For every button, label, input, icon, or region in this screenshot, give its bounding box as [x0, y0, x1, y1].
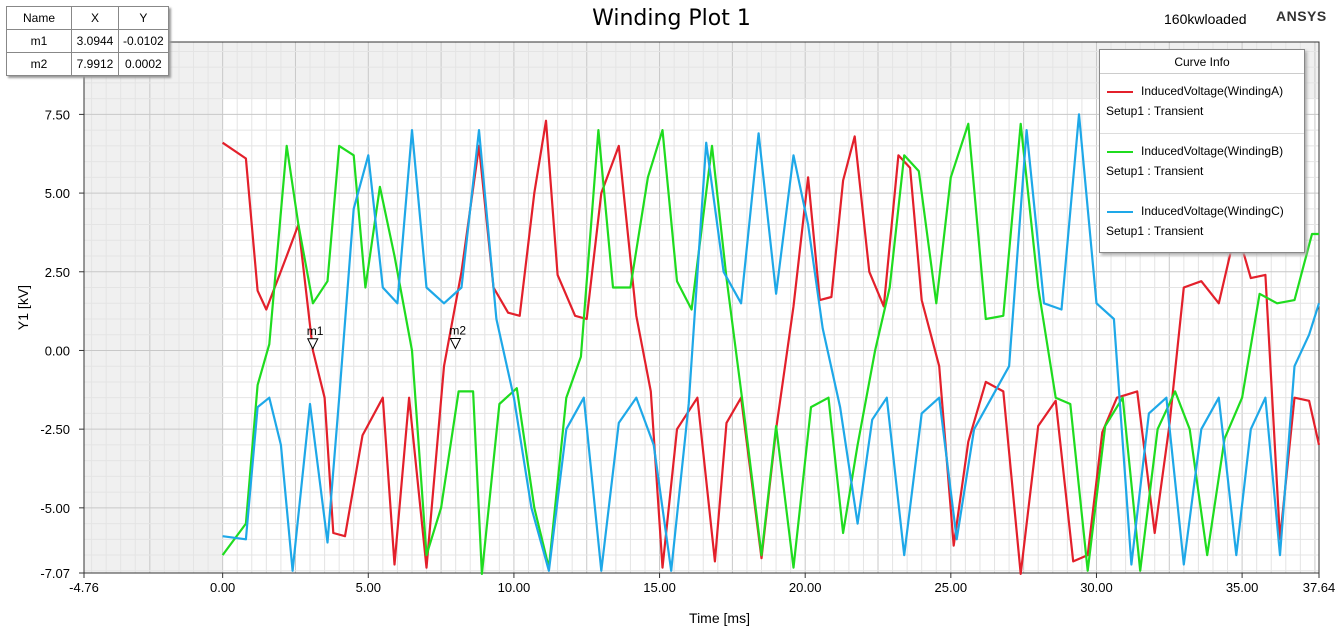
marker-table[interactable]: Name X Y m1 3.0944 -0.0102 m2 7.9912 0.0…: [6, 6, 169, 76]
x-tick-label: 15.00: [643, 580, 676, 595]
marker-m1-label: m1: [307, 324, 324, 338]
marker-m2-triangle[interactable]: [449, 337, 462, 350]
table-row[interactable]: m2 7.9912 0.0002: [6, 52, 169, 76]
marker-x-cell: 3.0944: [71, 29, 119, 53]
brand-logo: ANSYS: [1276, 8, 1327, 24]
legend-entry-winding-b[interactable]: InducedVoltage(WindingB) Setup1 : Transi…: [1100, 134, 1304, 194]
chart-title: Winding Plot 1: [592, 6, 751, 31]
x-tick-label: -4.76: [69, 580, 99, 595]
legend-swatch: [1107, 151, 1133, 153]
legend[interactable]: Curve Info InducedVoltage(WindingA) Setu…: [1099, 49, 1305, 253]
legend-setup-label: Setup1 : Transient: [1106, 164, 1204, 178]
legend-entry-winding-a[interactable]: InducedVoltage(WindingA) Setup1 : Transi…: [1100, 74, 1304, 134]
series-line-winding-b[interactable]: [221, 122, 1319, 576]
y-tick-label: -5.00: [40, 501, 70, 516]
series-line-winding-c[interactable]: [222, 113, 1321, 572]
marker-name-cell: m2: [6, 52, 72, 76]
y-tick-label: 0.00: [45, 343, 70, 358]
column-header-x: X: [71, 6, 119, 30]
legend-setup-label: Setup1 : Transient: [1106, 104, 1204, 118]
marker-x-cell: 7.9912: [71, 52, 119, 76]
legend-series-name: InducedVoltage(WindingA): [1141, 84, 1284, 98]
legend-series-name: InducedVoltage(WindingB): [1141, 144, 1284, 158]
x-tick-label: 35.00: [1226, 580, 1259, 595]
column-header-name: Name: [6, 6, 72, 30]
y-tick-label: -2.50: [40, 422, 70, 437]
x-tick-label: 20.00: [789, 580, 822, 595]
column-header-y: Y: [118, 6, 169, 30]
legend-series-name: InducedVoltage(WindingC): [1141, 204, 1284, 218]
x-tick-label: 0.00: [210, 580, 235, 595]
marker-y-cell: -0.0102: [118, 29, 169, 53]
plot-frame: [83, 41, 1320, 574]
markers-group: m1 m2: [306, 323, 466, 350]
y-axis-ticks: -7.07 -5.00 -2.50 0.00 2.50 5.00 7.50: [40, 107, 84, 581]
x-tick-label: 10.00: [498, 580, 531, 595]
legend-title: Curve Info: [1100, 50, 1304, 74]
x-tick-label: 5.00: [356, 580, 381, 595]
x-axis-label: Time [ms]: [689, 610, 750, 626]
y-tick-label: 2.50: [45, 265, 70, 280]
marker-m2-label: m2: [449, 323, 466, 337]
legend-swatch: [1107, 211, 1133, 213]
table-row[interactable]: m1 3.0944 -0.0102: [6, 29, 169, 53]
y-tick-label: 5.00: [45, 186, 70, 201]
y-tick-label: -7.07: [40, 566, 70, 581]
marker-y-cell: 0.0002: [118, 52, 169, 76]
marker-m1-triangle[interactable]: [306, 338, 319, 350]
legend-setup-label: Setup1 : Transient: [1106, 224, 1204, 238]
marker-table-header: Name X Y: [6, 6, 169, 30]
series-group: [221, 113, 1321, 576]
x-tick-label: 37.64: [1303, 580, 1336, 595]
x-axis-ticks: -4.76 0.00 5.00 10.00 15.00 20.00 25.00 30.00 35…: [69, 573, 1335, 595]
y-tick-label: 7.50: [45, 107, 70, 122]
x-tick-label: 25.00: [935, 580, 968, 595]
legend-swatch: [1107, 91, 1133, 93]
legend-entry-winding-c[interactable]: InducedVoltage(WindingC) Setup1 : Transi…: [1100, 194, 1304, 253]
y-axis-label: Y1 [kV]: [15, 285, 31, 330]
marker-name-cell: m1: [6, 29, 72, 53]
design-name: 160kwloaded: [1164, 11, 1247, 27]
x-tick-label: 30.00: [1080, 580, 1113, 595]
